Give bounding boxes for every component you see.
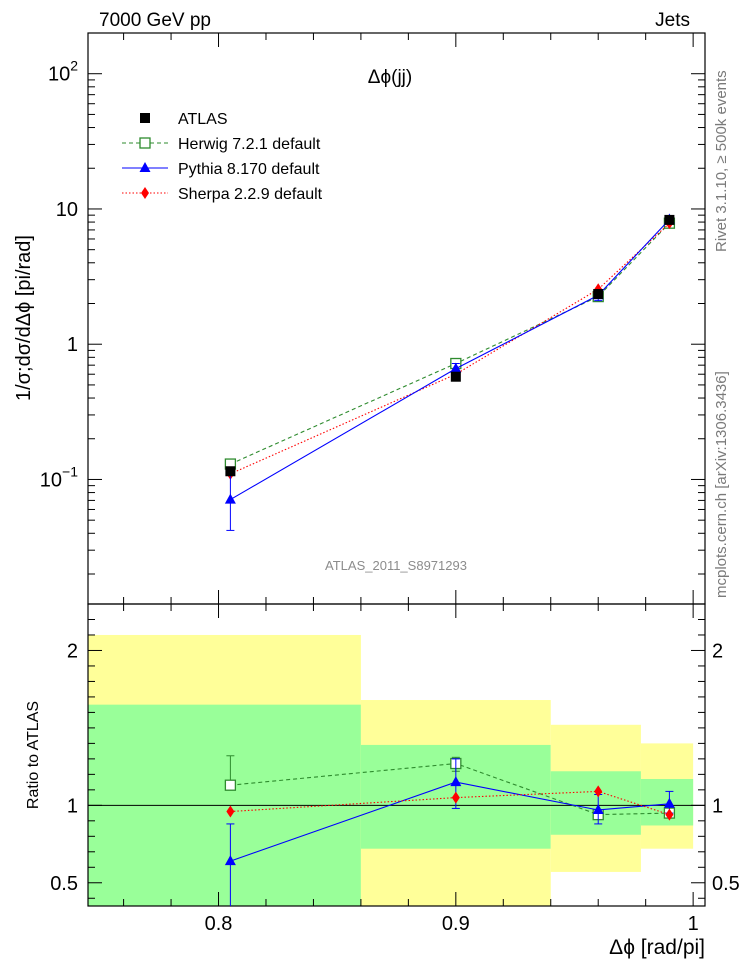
main-y-tick-label: 10 bbox=[56, 199, 78, 221]
legend-marker bbox=[139, 162, 151, 172]
ratio-point-sherpa-2-2-9-default bbox=[594, 785, 603, 798]
header-left: 7000 GeV pp bbox=[99, 10, 211, 31]
point-pythia-8-170-default bbox=[450, 362, 462, 373]
main-y-tick-label: 1 bbox=[67, 334, 78, 356]
legend-label: Pythia 8.170 default bbox=[178, 161, 320, 178]
ratio-point-herwig-7-2-1-default bbox=[224, 779, 237, 791]
point-atlas bbox=[225, 466, 236, 477]
ratio-point-sherpa-2-2-9-default bbox=[665, 808, 674, 821]
main-y-axis-label: 1/σ;dσ/dΔϕ [pi/rad] bbox=[13, 235, 35, 401]
ratio-y-tick-label-right: 1 bbox=[712, 795, 723, 817]
ratio-point-pythia-8-170-default bbox=[450, 776, 462, 787]
point-atlas bbox=[664, 214, 675, 225]
ratio-uncertainty-bands bbox=[88, 634, 694, 906]
ratio-pythia-8-170-default bbox=[224, 758, 675, 906]
series-atlas bbox=[225, 214, 675, 477]
legend: ATLAS Herwig 7.2.1 default Pythia 8.170 de… bbox=[122, 111, 323, 203]
legend-item-pythia-8-170-default: Pythia 8.170 default bbox=[122, 161, 320, 178]
ratio-y-tick-label-left: 2 bbox=[67, 640, 78, 662]
series-line-sherpa-2-2-9-default bbox=[230, 222, 670, 475]
ratio-point-pythia-8-170-default bbox=[592, 803, 604, 814]
series-herwig-7-2-1-default bbox=[224, 217, 676, 470]
legend-label: ATLAS bbox=[178, 111, 228, 128]
point-pythia-8-170-default bbox=[224, 493, 236, 504]
ratio-point-pythia-8-170-default bbox=[663, 797, 675, 808]
main-series bbox=[224, 213, 676, 531]
ratio-y-tick-label-right: 0.5 bbox=[712, 873, 740, 895]
legend-item-atlas: ATLAS bbox=[140, 111, 228, 128]
ratio-y-tick-label-left: 0.5 bbox=[50, 873, 78, 895]
legend-item-herwig-7-2-1-default: Herwig 7.2.1 default bbox=[122, 136, 321, 153]
ratio-y-tick-label-left: 1 bbox=[67, 795, 78, 817]
ratio-line-herwig-7-2-1-default bbox=[230, 762, 670, 816]
x-tick-label: 1 bbox=[688, 913, 699, 935]
x-tick-label: 0.9 bbox=[442, 913, 470, 935]
ratio-line-sherpa-2-2-9-default bbox=[230, 790, 670, 816]
header-right: Jets bbox=[655, 10, 690, 31]
main-y-tick-label: 102 bbox=[48, 58, 78, 86]
point-atlas bbox=[450, 371, 461, 382]
x-axis-label: Δϕ [rad/pi] bbox=[609, 936, 705, 959]
ratio-y-tick-label-right: 2 bbox=[712, 640, 723, 662]
series-sherpa-2-2-9-default bbox=[226, 217, 674, 480]
legend-marker bbox=[141, 187, 149, 199]
legend-label: Sherpa 2.2.9 default bbox=[178, 186, 323, 203]
rivet-label: Rivet 3.1.10, ≥ 500k events bbox=[713, 70, 730, 252]
series-pythia-8-170-default bbox=[224, 213, 675, 531]
plot-title: Δϕ(jj) bbox=[368, 67, 412, 88]
x-tick-label: 0.8 bbox=[205, 913, 233, 935]
legend-item-sherpa-2-2-9-default: Sherpa 2.2.9 default bbox=[122, 186, 323, 203]
main-y-tick-label: 10−1 bbox=[40, 463, 78, 491]
ratio-plot-frame bbox=[87, 603, 706, 907]
ratio-point-pythia-8-170-default bbox=[224, 855, 236, 866]
ratio-point-sherpa-2-2-9-default bbox=[226, 805, 235, 818]
ratio-sherpa-2-2-9-default bbox=[226, 785, 674, 821]
mcplots-label: mcplots.cern.ch [arXiv:1306.3436] bbox=[713, 371, 730, 598]
legend-label: Herwig 7.2.1 default bbox=[178, 136, 321, 153]
series-line-pythia-8-170-default bbox=[230, 219, 670, 501]
series-line-herwig-7-2-1-default bbox=[230, 222, 670, 465]
ratio-series bbox=[224, 755, 676, 906]
legend-marker bbox=[139, 137, 151, 149]
ratio-y-axis-label: Ratio to ATLAS bbox=[25, 701, 42, 809]
point-atlas bbox=[593, 289, 604, 300]
ratio-point-sherpa-2-2-9-default bbox=[451, 791, 460, 804]
legend-marker bbox=[140, 113, 150, 123]
analysis-label: ATLAS_2011_S8971293 bbox=[325, 558, 467, 573]
ratio-line-pythia-8-170-default bbox=[230, 781, 670, 862]
